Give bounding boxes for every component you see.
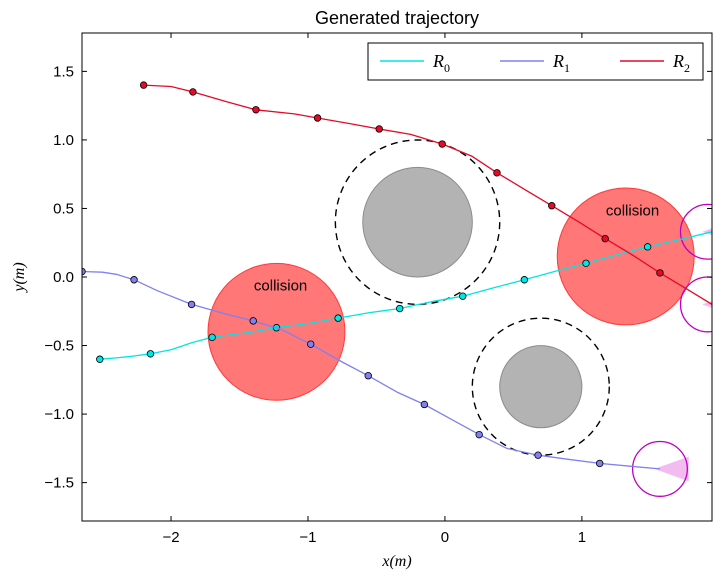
y-tick-label-4: 0.0 bbox=[53, 269, 74, 286]
chart-title: Generated trajectory bbox=[315, 8, 479, 28]
legend-subscript-r2: 2 bbox=[684, 61, 690, 75]
legend: R0 R1 R2 bbox=[367, 42, 704, 81]
x-tick-label-1: −2 bbox=[162, 529, 179, 546]
x-tick-label-2: −1 bbox=[299, 529, 316, 546]
collision-label-2: collision bbox=[606, 202, 659, 219]
series-point-r1-4 bbox=[249, 317, 257, 325]
series-point-r2-3 bbox=[252, 106, 260, 114]
series-line-r0 bbox=[99, 231, 712, 360]
robot-marker-2 bbox=[679, 203, 712, 260]
y-tick-label-5: 0.5 bbox=[53, 200, 74, 217]
plot-area: collision collision bbox=[82, 81, 712, 497]
y-tick-label-2: −1.0 bbox=[44, 406, 74, 423]
series-point-r0-10 bbox=[643, 243, 652, 251]
series-point-r0-7 bbox=[459, 292, 467, 300]
series-point-r1-8 bbox=[475, 430, 483, 439]
robot-marker-1 bbox=[631, 440, 688, 497]
series-point-r2-8 bbox=[548, 202, 556, 210]
obstacle-safety-ring-1 bbox=[334, 139, 501, 306]
series-point-r0-3 bbox=[208, 333, 216, 342]
x-axis-label: x(m) bbox=[381, 553, 411, 570]
y-tick-label-6: 1.0 bbox=[53, 132, 74, 149]
series-point-r1-2 bbox=[130, 276, 138, 284]
x-tick-label-4: 1 bbox=[578, 529, 586, 546]
collision-zone-2 bbox=[556, 187, 695, 326]
series-point-r1-9 bbox=[534, 451, 542, 459]
series-point-r2-7 bbox=[493, 169, 501, 177]
series-point-r2-2 bbox=[189, 88, 197, 96]
robot-heading-cone-1 bbox=[654, 456, 689, 482]
series-point-r0-8 bbox=[520, 276, 529, 284]
y-tick-label-1: −1.5 bbox=[44, 475, 74, 492]
series-point-r1-10 bbox=[595, 459, 604, 468]
series-point-r2-6 bbox=[438, 140, 446, 148]
series-point-r0-1 bbox=[96, 355, 104, 363]
collision-zone-1 bbox=[207, 262, 346, 401]
series-point-r0-2 bbox=[146, 350, 155, 358]
series-point-r1-5 bbox=[307, 340, 315, 348]
obstacle-2 bbox=[499, 345, 583, 429]
series-point-r0-9 bbox=[582, 259, 590, 267]
series-line-r1 bbox=[82, 270, 661, 470]
collision-label-1: collision bbox=[254, 278, 307, 295]
series-point-r2-4 bbox=[313, 114, 322, 122]
series-point-r2-9 bbox=[601, 234, 609, 243]
y-axis-label: y(m) bbox=[11, 262, 28, 293]
obstacle-safety-ring-2 bbox=[471, 317, 610, 456]
axis-ticks: −2 −1 0 1 −1.5 −1.0 −0.5 0.0 0.5 1.0 1.5 bbox=[44, 33, 712, 546]
x-tick-label-3: 0 bbox=[441, 529, 449, 546]
series-point-r1-7 bbox=[420, 400, 429, 409]
series-point-r1-3 bbox=[187, 300, 196, 309]
legend-subscript-r1: 1 bbox=[564, 61, 570, 75]
series-point-r2-10 bbox=[656, 269, 664, 277]
y-tick-label-3: −0.5 bbox=[44, 338, 74, 355]
robot-heading-cone-2 bbox=[702, 228, 712, 236]
series-point-r1-1 bbox=[82, 267, 86, 276]
series-point-r0-6 bbox=[396, 304, 404, 313]
series-point-r0-5 bbox=[334, 314, 342, 322]
obstacle-1 bbox=[362, 166, 473, 278]
legend-subscript-r0: 0 bbox=[444, 61, 450, 75]
y-tick-label-7: 1.5 bbox=[53, 63, 74, 80]
series-point-r2-5 bbox=[375, 125, 383, 133]
series-point-r2-1 bbox=[139, 81, 148, 89]
series-point-r1-6 bbox=[364, 371, 372, 380]
